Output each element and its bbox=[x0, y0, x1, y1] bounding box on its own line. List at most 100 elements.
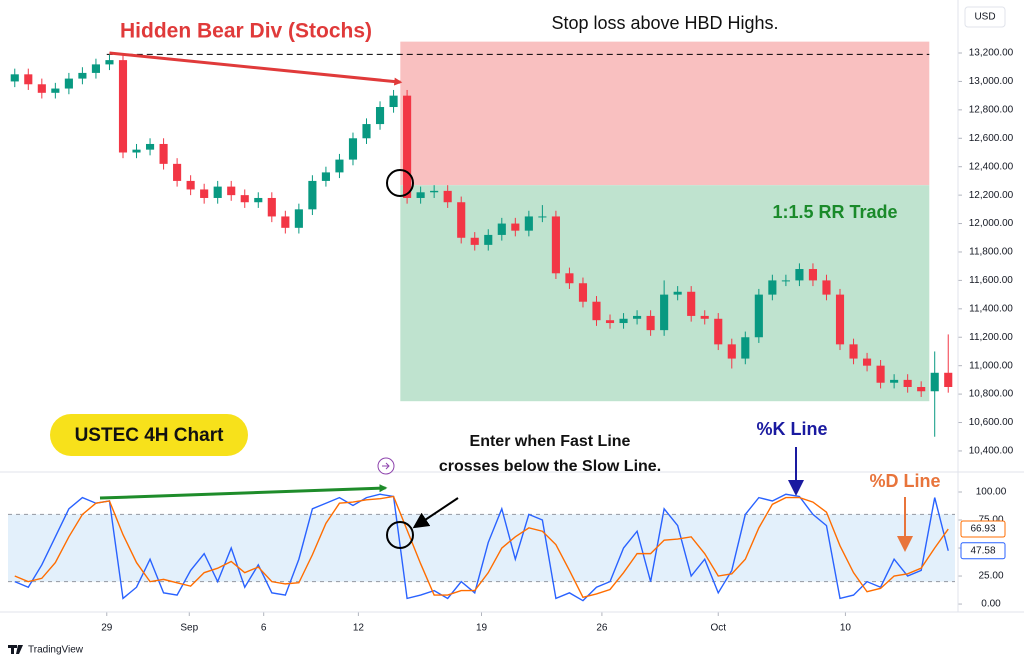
k-line-label: %K Line bbox=[756, 419, 827, 439]
candle-body bbox=[944, 372, 953, 387]
plot-layer: 13,200.00 13,000.00 12,800.00 12,600.00 12,4… bbox=[8, 41, 1014, 634]
last-value-label: 47.58 bbox=[970, 545, 995, 556]
entry-note: Enter when Fast Line bbox=[470, 433, 631, 450]
x-tick-label: 6 bbox=[261, 623, 267, 634]
candle-body bbox=[781, 280, 790, 282]
candle-body bbox=[917, 386, 926, 392]
candle-body bbox=[64, 78, 73, 89]
candle-body bbox=[335, 159, 344, 173]
candle-body bbox=[24, 74, 33, 85]
candle-body bbox=[173, 163, 182, 181]
candle-body bbox=[890, 379, 899, 383]
candle-body bbox=[687, 291, 696, 316]
divergence-arrow bbox=[99, 484, 388, 500]
y-tick-label: 0.00 bbox=[981, 599, 1001, 610]
divergence-note: Hidden Bear Div (Stochs) bbox=[120, 20, 372, 43]
y-tick-label: 100.00 bbox=[976, 487, 1007, 498]
y-tick-label: 11,200.00 bbox=[969, 332, 1013, 343]
candle-body bbox=[741, 337, 750, 359]
x-tick-label: 26 bbox=[596, 623, 608, 634]
candle-body bbox=[524, 216, 533, 231]
last-value-box bbox=[960, 542, 1006, 560]
brand-logo bbox=[8, 645, 23, 654]
candle-body bbox=[200, 189, 209, 198]
y-tick-label: 10,600.00 bbox=[969, 417, 1014, 428]
y-tick-label: 11,800.00 bbox=[969, 247, 1013, 258]
y-tick-label: 11,400.00 bbox=[969, 303, 1013, 314]
candle-body bbox=[565, 273, 574, 284]
candle-body bbox=[768, 280, 777, 295]
chart-label-pill bbox=[50, 414, 248, 456]
candle-body bbox=[321, 172, 330, 181]
y-tick-label: 11,600.00 bbox=[969, 275, 1013, 286]
candle-body bbox=[389, 95, 398, 108]
candle-body bbox=[213, 186, 222, 198]
event-icon-glyph bbox=[382, 462, 390, 470]
candle-body bbox=[619, 318, 628, 324]
y-tick-label: 10,800.00 bbox=[969, 389, 1014, 400]
candle-body bbox=[51, 88, 60, 93]
candle-body bbox=[240, 195, 249, 203]
x-tick-label: 10 bbox=[840, 623, 852, 634]
candle-body bbox=[700, 315, 709, 319]
y-tick-label: 13,200.00 bbox=[969, 48, 1014, 59]
currency: USD bbox=[974, 12, 995, 23]
candle-body bbox=[105, 60, 114, 65]
candle-body bbox=[186, 180, 195, 190]
x-tick-label: Sep bbox=[180, 623, 198, 634]
candle-body bbox=[660, 294, 669, 331]
candle-body bbox=[457, 202, 466, 238]
chart-label: USTEC 4H Chart bbox=[75, 425, 225, 446]
candle-body bbox=[511, 223, 520, 231]
candle-body bbox=[646, 315, 655, 331]
candle-body bbox=[430, 190, 439, 193]
candle-body bbox=[281, 216, 290, 228]
entry-note: crosses below the Slow Line. bbox=[439, 458, 661, 475]
series-line bbox=[14, 495, 949, 599]
candle-body bbox=[633, 315, 642, 319]
candle-body bbox=[145, 143, 155, 150]
y-tick-label: 12,000.00 bbox=[969, 218, 1014, 229]
candle-body bbox=[470, 237, 479, 245]
y-tick-label: 75.00 bbox=[978, 515, 1003, 526]
x-tick-label: 29 bbox=[101, 623, 113, 634]
candle-body bbox=[308, 180, 317, 210]
candle-body bbox=[10, 74, 19, 82]
candle-body bbox=[822, 280, 831, 295]
candle-body bbox=[416, 192, 425, 198]
target-zone bbox=[400, 185, 930, 402]
candle-body bbox=[592, 301, 601, 321]
candle-body bbox=[863, 358, 872, 366]
candle-body bbox=[551, 216, 560, 274]
candle-body bbox=[876, 365, 885, 383]
stop-note: Stop loss above HBD Highs. bbox=[551, 13, 778, 33]
candle-body bbox=[795, 269, 804, 281]
y-tick-label: 12,800.00 bbox=[969, 104, 1014, 115]
y-tick-label: 13,000.00 bbox=[969, 76, 1014, 87]
y-tick-label: 12,600.00 bbox=[969, 133, 1014, 144]
candle-body bbox=[754, 294, 763, 338]
entry-arrow bbox=[412, 497, 459, 529]
last-value-label: 66.93 bbox=[970, 524, 995, 535]
candle-body bbox=[903, 379, 912, 387]
candle-body bbox=[403, 95, 412, 198]
candle-body bbox=[254, 197, 263, 203]
candle-body bbox=[484, 234, 493, 245]
band bbox=[8, 514, 955, 582]
y-tick-label: 12,200.00 bbox=[969, 190, 1014, 201]
x-tick-label: 12 bbox=[353, 623, 365, 634]
cross-circle bbox=[386, 521, 414, 549]
candle-body bbox=[714, 318, 723, 345]
d-line-label: %D Line bbox=[869, 471, 940, 491]
stop-zone bbox=[400, 41, 930, 186]
candle-body bbox=[538, 216, 547, 218]
candle-body bbox=[294, 209, 303, 228]
candle-body bbox=[267, 197, 276, 217]
candle-body bbox=[78, 72, 87, 79]
currency-box[interactable] bbox=[964, 6, 1006, 28]
y-tick-label: 12,400.00 bbox=[969, 161, 1014, 172]
candle-body bbox=[227, 186, 236, 196]
candle-body bbox=[118, 60, 128, 153]
